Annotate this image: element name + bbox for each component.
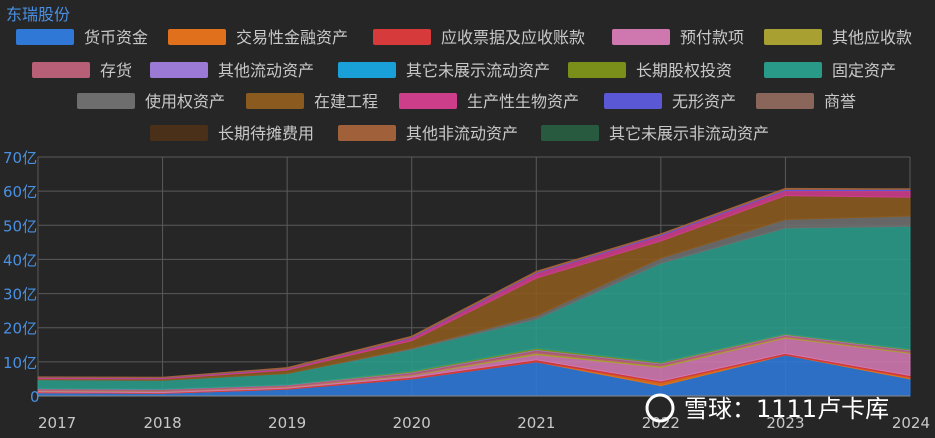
legend-swatch [764, 29, 822, 45]
legend-item[interactable]: 商誉 [756, 92, 856, 111]
x-tick-label: 2019 [268, 414, 306, 432]
x-tick-label: 2023 [766, 414, 804, 432]
legend-item[interactable]: 固定资产 [764, 61, 896, 80]
x-tick-label: 2024 [892, 414, 930, 432]
legend-item[interactable]: 其它未展示非流动资产 [541, 124, 769, 143]
legend-label: 生产性生物资产 [467, 92, 579, 111]
legend-label: 无形资产 [672, 92, 736, 111]
legend-item[interactable]: 交易性金融资产 [168, 28, 348, 47]
legend-item[interactable]: 在建工程 [246, 92, 378, 111]
legend-swatch [399, 93, 457, 109]
x-tick-label: 2022 [642, 414, 680, 432]
legend-label: 交易性金融资产 [236, 28, 348, 47]
legend-item[interactable]: 其他非流动资产 [338, 124, 518, 143]
legend-item[interactable]: 其他流动资产 [150, 61, 314, 80]
legend-swatch [373, 29, 431, 45]
legend-item[interactable]: 使用权资产 [77, 92, 225, 111]
x-tick-label: 2017 [38, 414, 76, 432]
legend-label: 存货 [100, 61, 132, 80]
legend-label: 商誉 [824, 92, 856, 111]
watermark-text: 雪球：1111卢卡库 [684, 395, 889, 423]
legend-label: 其他流动资产 [218, 61, 314, 80]
legend-label: 固定资产 [832, 61, 896, 80]
legend-label: 应收票据及应收账款 [441, 28, 585, 47]
legend-swatch [150, 62, 208, 78]
legend-item[interactable]: 货币资金 [16, 28, 148, 47]
legend-label: 其它未展示非流动资产 [609, 124, 769, 143]
y-tick-label: 40亿 [3, 251, 37, 269]
legend-label: 其他非流动资产 [406, 124, 518, 143]
legend-swatch [338, 62, 396, 78]
legend-label: 长期股权投资 [636, 61, 732, 80]
legend-item[interactable]: 生产性生物资产 [399, 92, 579, 111]
legend-label: 在建工程 [314, 92, 378, 111]
y-tick-label: 0 [30, 388, 40, 406]
legend-label: 其他应收款 [832, 28, 912, 47]
x-tick-label: 2020 [393, 414, 431, 432]
y-tick-label: 70亿 [3, 149, 37, 167]
chart-title: 东瑞股份 [6, 5, 70, 24]
legend-swatch [150, 125, 208, 141]
legend-swatch [77, 93, 135, 109]
legend-item[interactable]: 应收票据及应收账款 [373, 28, 585, 47]
legend-swatch [338, 125, 396, 141]
legend-swatch [246, 93, 304, 109]
legend-item[interactable]: 长期待摊费用 [150, 124, 314, 143]
legend-label: 货币资金 [84, 28, 148, 47]
legend-swatch [32, 62, 90, 78]
y-tick-label: 10亿 [3, 354, 37, 372]
legend-swatch [604, 93, 662, 109]
legend-swatch [16, 29, 74, 45]
legend-label: 其它未展示流动资产 [406, 61, 550, 80]
legend-item[interactable]: 存货 [32, 61, 132, 80]
x-tick-label: 2018 [143, 414, 181, 432]
legend-item[interactable]: 长期股权投资 [568, 61, 732, 80]
legend-swatch [764, 62, 822, 78]
series-area [37, 187, 911, 379]
y-tick-label: 20亿 [3, 320, 37, 338]
legend-swatch [541, 125, 599, 141]
series-areas [37, 187, 911, 397]
legend-item[interactable]: 预付款项 [612, 28, 744, 47]
legend-label: 预付款项 [680, 28, 744, 47]
x-tick-label: 2021 [517, 414, 555, 432]
watermark: 雪球：1111卢卡库 [645, 393, 889, 423]
legend-item[interactable]: 其它未展示流动资产 [338, 61, 550, 80]
legend-swatch [756, 93, 814, 109]
legend-label: 长期待摊费用 [218, 124, 314, 143]
legend-item[interactable]: 其他应收款 [764, 28, 912, 47]
y-tick-label: 50亿 [3, 217, 37, 235]
legend-swatch [568, 62, 626, 78]
legend-swatch [612, 29, 670, 45]
y-tick-label: 60亿 [3, 183, 37, 201]
y-tick-label: 30亿 [3, 286, 37, 304]
snowball-logo-icon [645, 393, 675, 423]
legend-label: 使用权资产 [145, 92, 225, 111]
legend-swatch [168, 29, 226, 45]
legend-item[interactable]: 无形资产 [604, 92, 736, 111]
axes: 0 10亿 20亿 30亿 40亿 50亿 60亿 70亿 2017 2018 2019 2020 20… [3, 149, 930, 432]
